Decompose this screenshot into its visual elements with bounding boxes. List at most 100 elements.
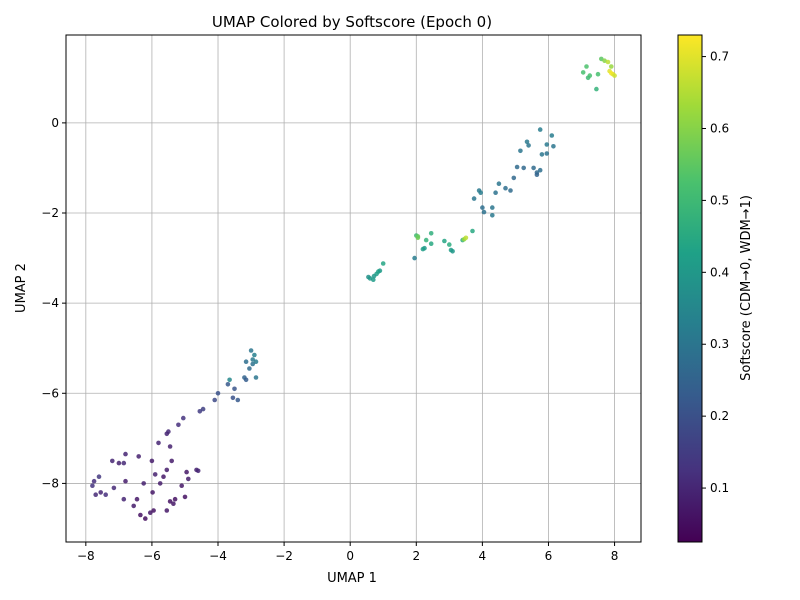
scatter-point	[157, 481, 163, 486]
colorbar	[677, 34, 703, 543]
scatter-point	[149, 458, 155, 464]
scatter-point	[111, 485, 117, 491]
scatter-point	[197, 409, 203, 414]
scatter-point	[609, 64, 614, 69]
scatter-point	[123, 451, 128, 457]
scatter-point	[103, 492, 108, 498]
scatter-point	[96, 474, 102, 480]
colorbar-tick-label: 0.6	[710, 121, 729, 135]
scatter-point	[141, 481, 146, 486]
scatter-point	[164, 467, 170, 473]
scatter-point	[215, 391, 221, 396]
scatter-point	[595, 71, 601, 77]
scatter-point	[90, 483, 95, 489]
y-tick-label: −6	[41, 386, 59, 400]
scatter-point	[138, 512, 143, 518]
scatter-point	[110, 458, 115, 464]
scatter-point	[531, 165, 536, 171]
scatter-point	[225, 382, 231, 387]
scatter-point	[243, 359, 249, 365]
scatter-point	[526, 143, 531, 148]
scatter-point	[524, 139, 530, 145]
scatter-point	[161, 474, 166, 480]
scatter-point	[551, 144, 556, 149]
scatter-point	[167, 499, 173, 504]
colorbar-tick-label: 0.4	[710, 265, 729, 279]
scatter-point	[470, 228, 475, 234]
scatter-points	[90, 56, 617, 521]
scatter-point	[134, 496, 140, 502]
scatter-point	[250, 357, 255, 362]
scatter-point	[123, 478, 128, 484]
x-tick-label: 6	[545, 549, 553, 563]
scatter-point	[152, 472, 158, 477]
scatter-point	[121, 496, 127, 502]
scatter-point	[253, 359, 259, 365]
scatter-point	[428, 231, 434, 236]
colorbar-tick-label: 0.7	[710, 50, 729, 64]
scatter-point	[182, 494, 188, 500]
scatter-point	[179, 483, 184, 489]
scatter-point	[380, 261, 386, 266]
scatter-point	[605, 59, 611, 65]
scatter-point	[181, 415, 186, 421]
scatter-point	[508, 188, 513, 193]
scatter-point	[171, 501, 176, 507]
scatter-point	[428, 241, 434, 246]
scatter-point	[172, 496, 178, 502]
scatter-point	[493, 190, 498, 195]
scatter-point	[496, 181, 502, 186]
y-axis-ticks: −8 −6 −4 −2 0	[41, 116, 66, 490]
scatter-point	[612, 73, 617, 78]
scatter-point	[471, 196, 477, 201]
y-axis-label: UMAP 2	[14, 263, 29, 313]
scatter-point	[248, 348, 254, 353]
scatter-point	[423, 237, 429, 243]
scatter-point	[93, 492, 98, 498]
scatter-point	[148, 510, 153, 515]
scatter-point	[415, 234, 421, 239]
colorbar-label: Softscore (CDM→0, WDM→1)	[739, 195, 754, 381]
x-tick-label: 8	[611, 549, 619, 563]
scatter-point	[544, 151, 550, 156]
scatter-point	[243, 377, 249, 383]
scatter-point	[250, 361, 255, 367]
scatter-point	[230, 395, 236, 401]
y-tick-label: −8	[41, 476, 59, 490]
y-tick-label: −2	[41, 206, 59, 220]
scatter-point	[412, 255, 417, 261]
scatter-point	[537, 167, 543, 173]
x-tick-label: 4	[479, 549, 487, 563]
scatter-point	[253, 375, 259, 380]
colorbar-ticks: 0.1 0.2 0.3 0.4 0.5 0.6 0.7	[702, 50, 729, 495]
scatter-point	[131, 503, 136, 509]
scatter-point	[227, 377, 232, 383]
scatter-point	[521, 165, 526, 171]
x-tick-label: −8	[77, 549, 95, 563]
y-tick-label: −4	[41, 296, 59, 310]
scatter-point	[169, 458, 174, 464]
scatter-point	[143, 516, 148, 521]
scatter-point	[544, 142, 550, 147]
scatter-point	[235, 397, 241, 403]
scatter-point	[176, 422, 181, 428]
colorbar-tick-label: 0.2	[710, 409, 729, 423]
scatter-point	[480, 205, 485, 210]
scatter-point	[247, 366, 252, 371]
scatter-point	[450, 249, 455, 254]
colorbar-tick-label: 0.1	[710, 481, 729, 495]
x-axis-ticks: −8 −6 −4 −2 0 2 4 6 8	[77, 542, 618, 563]
x-tick-label: 2	[412, 549, 420, 563]
scatter-point	[580, 70, 586, 75]
x-tick-label: 0	[346, 549, 354, 563]
plot-area-frame	[65, 34, 642, 543]
x-tick-label: −6	[143, 549, 161, 563]
scatter-point	[91, 478, 97, 484]
scatter-point	[377, 268, 383, 274]
scatter-point	[184, 469, 189, 475]
x-tick-label: −2	[275, 549, 293, 563]
scatter-point	[164, 431, 170, 437]
scatter-point	[549, 133, 555, 138]
scatter-point	[537, 127, 543, 132]
scatter-point	[511, 175, 517, 181]
